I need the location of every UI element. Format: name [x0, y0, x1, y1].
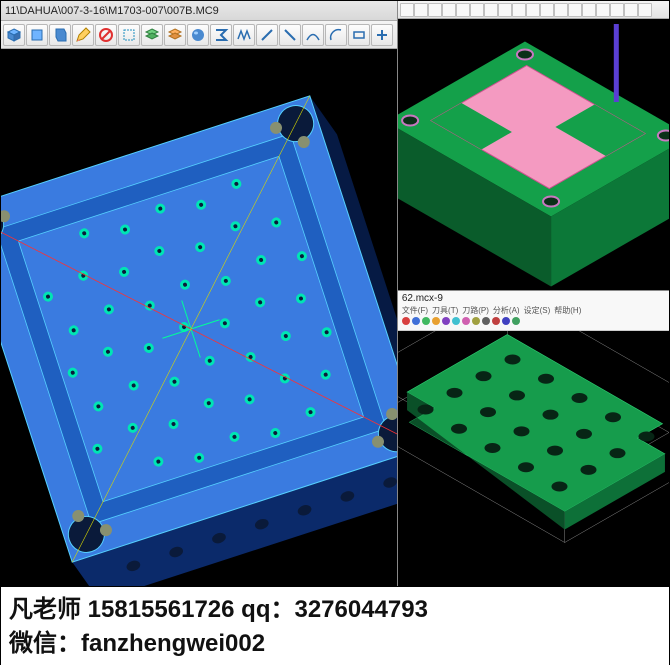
contact-line-2: 微信：fanzhengwei002 — [9, 627, 661, 661]
palette-dot-5[interactable] — [452, 317, 460, 325]
select-box-icon[interactable] — [118, 24, 140, 46]
mini-tool-15[interactable] — [610, 3, 624, 17]
cube-front-icon[interactable] — [26, 24, 48, 46]
line-icon[interactable] — [256, 24, 278, 46]
right-bottom-title: 62.mcx-9 — [402, 293, 665, 304]
right-column: 62.mcx-9 文件(F) 刀具(T) 刀路(P) 分析(A) 设定(S)帮助(H) — [398, 1, 669, 586]
mini-tool-10[interactable] — [540, 3, 554, 17]
palette-dot-3[interactable] — [432, 317, 440, 325]
mini-tool-8[interactable] — [512, 3, 526, 17]
left-cad-window: 11\DAHUA\007-3-16\M1703-007\007B.MC9 — [1, 1, 398, 586]
contact-line-1: 凡老师 15815561726 qq：3276044793 — [9, 593, 661, 627]
cube-iso-icon[interactable] — [3, 24, 25, 46]
palette-dot-4[interactable] — [442, 317, 450, 325]
no-entry-icon[interactable] — [95, 24, 117, 46]
menu-item-2[interactable]: 刀路(P) — [462, 305, 489, 316]
sigma-icon[interactable] — [210, 24, 232, 46]
palette-dot-7[interactable] — [472, 317, 480, 325]
mini-tool-12[interactable] — [568, 3, 582, 17]
mini-tool-3[interactable] — [442, 3, 456, 17]
mini-tool-1[interactable] — [414, 3, 428, 17]
right-top-toolbar — [398, 1, 669, 19]
contact-footer: 凡老师 15815561726 qq：3276044793 微信：fanzhen… — [1, 586, 669, 666]
mini-tool-9[interactable] — [526, 3, 540, 17]
right-bottom-menubar: 文件(F) 刀具(T) 刀路(P) 分析(A) 设定(S)帮助(H) — [402, 305, 665, 316]
mini-tool-0[interactable] — [400, 3, 414, 17]
zigzag-icon[interactable] — [233, 24, 255, 46]
mini-tool-17[interactable] — [638, 3, 652, 17]
mini-tool-6[interactable] — [484, 3, 498, 17]
plus-icon[interactable] — [371, 24, 393, 46]
arc-icon[interactable] — [325, 24, 347, 46]
main-layout: 11\DAHUA\007-3-16\M1703-007\007B.MC9 62.… — [1, 1, 669, 586]
right-bottom-header: 62.mcx-9 文件(F) 刀具(T) 刀路(P) 分析(A) 设定(S)帮助(H) — [398, 291, 669, 331]
mini-tool-2[interactable] — [428, 3, 442, 17]
mini-tool-11[interactable] — [554, 3, 568, 17]
left-toolbar — [1, 21, 397, 49]
mini-tool-16[interactable] — [624, 3, 638, 17]
mini-tool-5[interactable] — [470, 3, 484, 17]
palette-dot-0[interactable] — [402, 317, 410, 325]
right-top-viewport[interactable] — [398, 19, 669, 290]
cube-side-icon[interactable] — [49, 24, 71, 46]
menu-item-4[interactable]: 设定(S) — [524, 305, 551, 316]
menu-item-3[interactable]: 分析(A) — [493, 305, 520, 316]
rect-icon[interactable] — [348, 24, 370, 46]
menu-item-1[interactable]: 刀具(T) — [432, 305, 458, 316]
menu-item-0[interactable]: 文件(F) — [402, 305, 428, 316]
palette-dot-2[interactable] — [422, 317, 430, 325]
palette-dot-1[interactable] — [412, 317, 420, 325]
pencil-edit-icon[interactable] — [72, 24, 94, 46]
menu-item-5[interactable]: 帮助(H) — [554, 305, 581, 316]
palette-dot-9[interactable] — [492, 317, 500, 325]
mini-tool-7[interactable] — [498, 3, 512, 17]
left-title-bar: 11\DAHUA\007-3-16\M1703-007\007B.MC9 — [1, 1, 397, 21]
right-bottom-iconbar — [402, 317, 665, 325]
palette-dot-6[interactable] — [462, 317, 470, 325]
palette-dot-8[interactable] — [482, 317, 490, 325]
diag-icon[interactable] — [279, 24, 301, 46]
layers-icon[interactable] — [141, 24, 163, 46]
layers2-icon[interactable] — [164, 24, 186, 46]
right-bottom-viewport[interactable] — [398, 331, 669, 586]
palette-dot-10[interactable] — [502, 317, 510, 325]
mini-tool-13[interactable] — [582, 3, 596, 17]
sphere-icon[interactable] — [187, 24, 209, 46]
left-viewport[interactable] — [1, 49, 397, 586]
mini-tool-14[interactable] — [596, 3, 610, 17]
palette-dot-11[interactable] — [512, 317, 520, 325]
curve-icon[interactable] — [302, 24, 324, 46]
mini-tool-4[interactable] — [456, 3, 470, 17]
right-bottom-window: 62.mcx-9 文件(F) 刀具(T) 刀路(P) 分析(A) 设定(S)帮助(H) — [398, 291, 669, 586]
right-top-window — [398, 1, 669, 291]
